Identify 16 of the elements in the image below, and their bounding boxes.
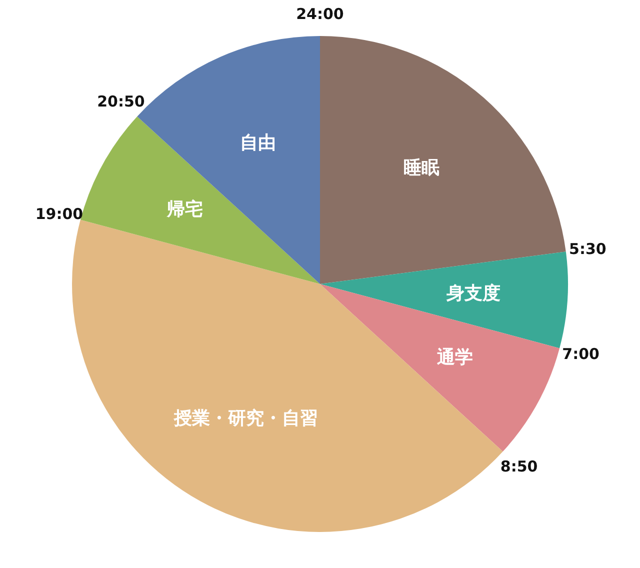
pie-slice [320, 36, 566, 284]
slice-label: 自由 [240, 132, 276, 154]
pie-slice [320, 252, 568, 348]
pie-slice [320, 284, 560, 452]
text: 5:30 [569, 240, 606, 258]
slice-label: 授業・研究・自習 [173, 408, 318, 429]
text: 8:50 [500, 457, 538, 476]
slice-label: 睡眠 [403, 157, 440, 178]
text: 19:00 [35, 205, 84, 224]
text: 20:50 [97, 92, 145, 111]
pie-slice [72, 220, 503, 532]
slice-label: 帰宅 [166, 199, 204, 220]
text: 7:00 [562, 344, 600, 363]
slice-label: 身支度 [445, 283, 500, 304]
slice-label: 通学 [436, 346, 473, 368]
text: 24:00 [296, 5, 344, 23]
